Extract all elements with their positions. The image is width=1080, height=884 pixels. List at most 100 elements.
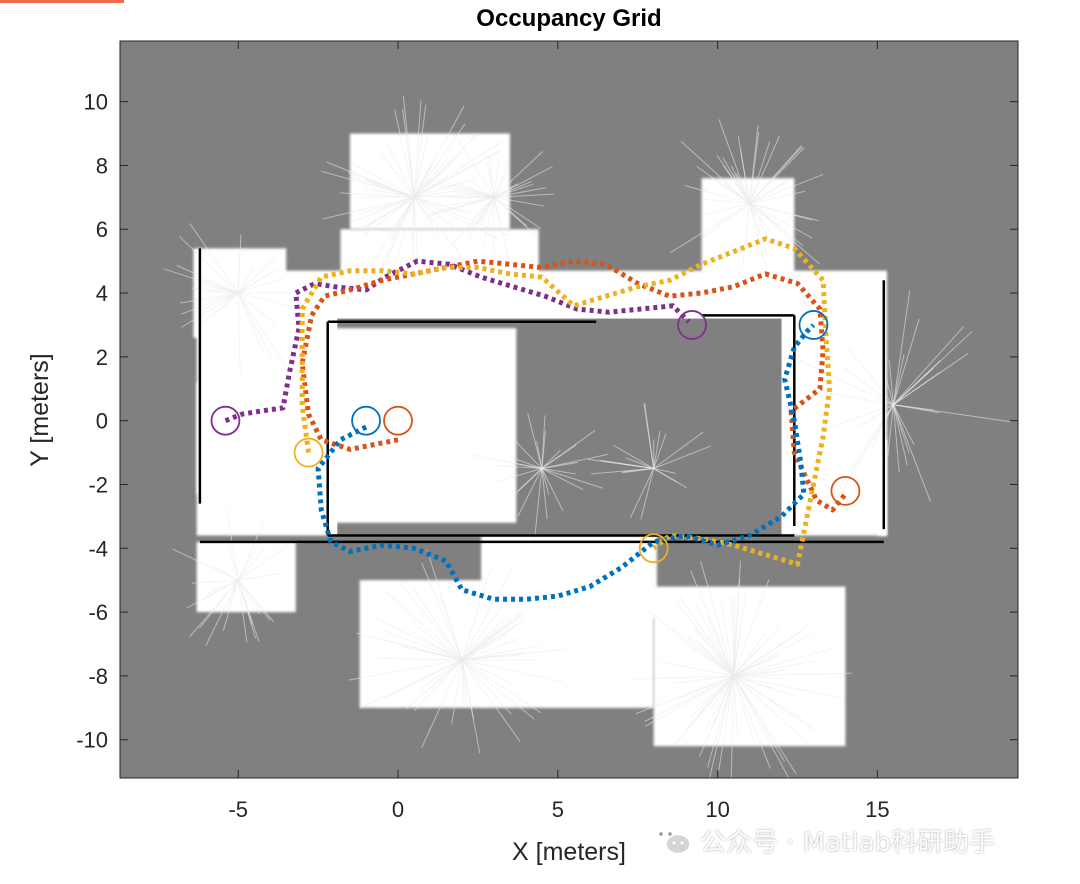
scan-ray: [707, 634, 735, 677]
scan-ray: [461, 659, 564, 683]
scan-ray: [733, 647, 833, 677]
y-axis: 10 8 6 4 2 0 -2 -4 -6 -8 -10: [76, 90, 1018, 753]
scan-ray: [461, 659, 535, 720]
x-tick-label: 15: [865, 797, 889, 822]
robot-path: [299, 258, 848, 513]
scan-ray: [541, 468, 548, 519]
scan-ray: [733, 655, 780, 677]
scan-ray: [419, 659, 463, 690]
scan-ray: [493, 183, 518, 198]
scan-ray: [742, 203, 751, 267]
scan-ray: [678, 596, 734, 677]
scan-ray: [669, 203, 750, 254]
scan-ray: [237, 521, 265, 581]
scan-ray: [413, 104, 427, 198]
scan-ray: [690, 675, 734, 718]
scan-ray: [749, 132, 760, 204]
scan-ray: [653, 468, 687, 489]
scan-ray: [509, 456, 543, 469]
scan-ray: [237, 292, 264, 353]
scan-ray: [749, 203, 771, 232]
scan-ray: [321, 170, 415, 198]
scan-ray: [749, 141, 771, 204]
robot-path: [315, 323, 816, 602]
scan-ray: [495, 464, 542, 470]
watermark: 公众号 · Matlab科研助手: [650, 818, 995, 862]
scan-ray: [527, 413, 543, 469]
scan-ray: [413, 141, 503, 198]
y-tick-label: -6: [88, 600, 108, 625]
scan-ray: [461, 659, 521, 742]
scan-ray: [237, 580, 248, 643]
scan-ray: [237, 543, 290, 581]
scan-ray: [384, 590, 463, 661]
scan-ray: [383, 630, 463, 661]
scan-ray: [457, 138, 495, 198]
scan-ray: [733, 675, 803, 739]
y-tick-label: -2: [88, 472, 108, 497]
scan-ray: [448, 196, 494, 199]
scan-ray: [484, 150, 495, 198]
scan-ray: [414, 659, 463, 712]
y-tick-label: 4: [96, 281, 108, 306]
scan-ray: [413, 197, 440, 236]
scan-ray: [204, 290, 239, 294]
scan-ray: [200, 579, 239, 602]
scan-ray: [205, 579, 239, 646]
scan-ray: [493, 196, 538, 238]
scan-ray: [413, 196, 470, 214]
scan-ray: [684, 184, 750, 205]
scan-ray: [673, 675, 734, 747]
scan-ray: [659, 660, 734, 677]
scan-ray: [399, 582, 463, 661]
scan-ray: [892, 318, 920, 405]
scan-ray: [212, 292, 239, 317]
y-tick-label: -4: [88, 536, 108, 561]
scan-ray: [749, 190, 806, 205]
scan-ray: [179, 292, 239, 304]
scan-ray: [733, 675, 843, 699]
scan-ray: [888, 360, 894, 405]
scan-ray: [237, 292, 276, 325]
y-tick-label: 10: [84, 90, 108, 115]
scan-ray: [843, 367, 894, 406]
scan-ray: [749, 135, 780, 204]
scan-ray: [421, 562, 463, 661]
scan-ray: [625, 457, 654, 469]
scan-ray: [413, 158, 448, 198]
scan-ray: [425, 196, 495, 218]
scan-ray: [461, 648, 565, 661]
scan-ray: [653, 468, 676, 474]
scan-ray: [461, 659, 512, 715]
scan-ray: [733, 579, 770, 677]
scan-ray: [238, 292, 316, 313]
scan-ray: [749, 203, 821, 265]
scan-ray: [200, 292, 239, 311]
scan-ray: [180, 292, 239, 328]
scan-ray: [749, 203, 770, 279]
scan-ray: [479, 197, 495, 227]
scan-ray: [413, 123, 466, 198]
robot-paths: [224, 236, 848, 602]
scan-ray: [237, 234, 242, 294]
scan-ray: [413, 196, 458, 231]
scan-ray: [198, 292, 239, 326]
scan-rays: [163, 95, 1011, 778]
scan-ray: [749, 203, 819, 222]
scan-ray: [191, 579, 239, 584]
scan-ray: [533, 468, 543, 542]
y-tick-label: -10: [76, 728, 108, 753]
scan-ray: [791, 356, 894, 406]
free-space-region: [340, 229, 539, 287]
position-marker: [383, 405, 413, 436]
scan-ray: [674, 675, 734, 701]
scan-ray: [749, 179, 789, 205]
scan-ray: [700, 560, 735, 677]
scan-ray: [493, 187, 546, 198]
position-marker: [638, 533, 669, 564]
scan-ray: [348, 659, 463, 681]
scan-ray: [461, 613, 510, 661]
scan-ray: [514, 440, 543, 469]
scan-ray: [493, 176, 507, 198]
